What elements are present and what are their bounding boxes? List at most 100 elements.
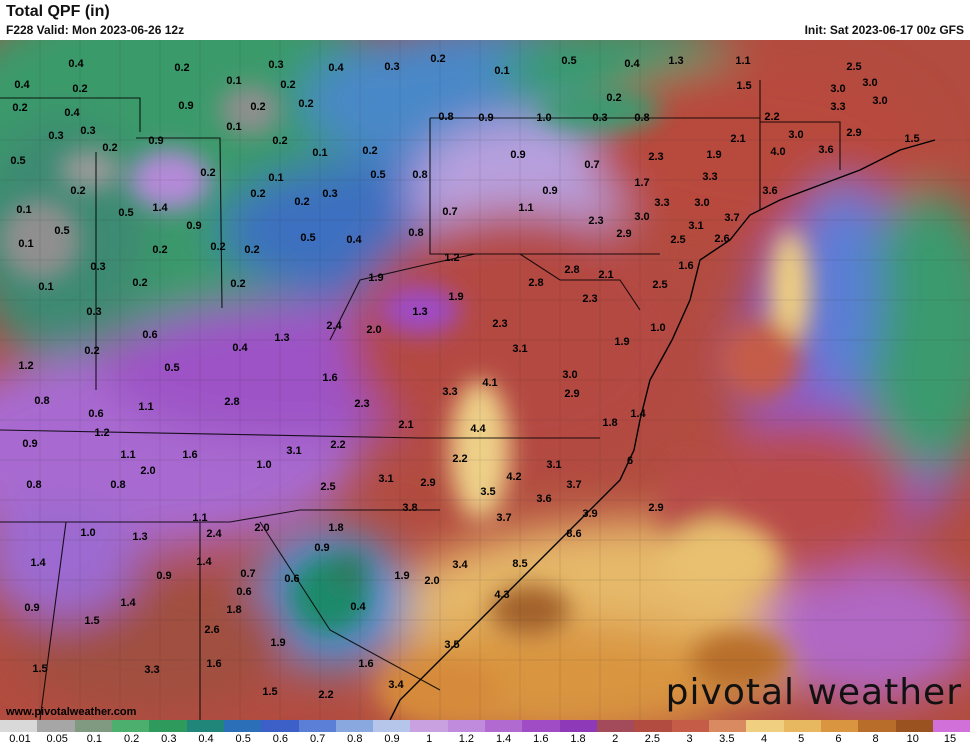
- legend-tick: 2: [612, 733, 619, 745]
- map-canvas: 0.4 0.2 0.3 0.4 0.3 0.2 0.1 0.5 0.4 1.3 1.1 2.5 0.4 0…: [0, 40, 970, 720]
- qpf-value-label: 0.3: [268, 59, 283, 71]
- qpf-value-label: 0.1: [226, 121, 241, 133]
- qpf-value-label: 1.4: [30, 557, 46, 569]
- qpf-value-label: 0.8: [412, 169, 427, 181]
- qpf-value-label: 1.4: [152, 202, 168, 214]
- qpf-value-label: 2.6: [714, 233, 729, 245]
- qpf-value-label: 0.9: [478, 112, 493, 124]
- qpf-value-label: 0.1: [38, 281, 53, 293]
- qpf-value-label: 0.2: [70, 185, 85, 197]
- qpf-value-label: 1.9: [394, 570, 409, 582]
- qpf-value-label: 0.2: [200, 167, 215, 179]
- legend-swatch: [708, 720, 747, 732]
- qpf-value-label: 1.1: [138, 401, 153, 413]
- qpf-value-label: 2.3: [588, 215, 603, 227]
- qpf-value-label: 0.8: [110, 479, 125, 491]
- qpf-value-label: 1.3: [412, 306, 427, 318]
- legend-swatch: [522, 720, 560, 732]
- qpf-value-label: 3.6: [818, 144, 833, 156]
- qpf-value-label: 1.5: [84, 615, 99, 627]
- qpf-value-label: 3.3: [144, 664, 159, 676]
- header-bar: Total QPF (in) F228 Valid: Mon 2023-06-2…: [0, 0, 970, 40]
- qpf-value-label: 3.1: [688, 220, 703, 232]
- legend-swatch: [186, 720, 224, 732]
- qpf-value-label: 0.4: [14, 79, 30, 91]
- qpf-value-label: 0.4: [64, 107, 80, 119]
- legend-tick: 3.5: [719, 733, 735, 745]
- qpf-value-label: 2.8: [528, 277, 543, 289]
- qpf-value-label: 1.4: [196, 556, 212, 568]
- qpf-value-label: 1.9: [368, 272, 383, 284]
- qpf-value-label: 1.6: [358, 658, 373, 670]
- qpf-value-label: 0.2: [250, 101, 265, 113]
- qpf-value-label: 3.1: [512, 343, 527, 355]
- qpf-value-label: 0.3: [86, 306, 101, 318]
- qpf-value-label: 0.2: [72, 83, 87, 95]
- qpf-value-label: 3.5: [480, 486, 495, 498]
- qpf-value-label: 0.2: [12, 102, 27, 114]
- legend-swatch: [373, 720, 411, 732]
- qpf-value-label: 1.9: [614, 336, 629, 348]
- qpf-value-label: 0.2: [210, 241, 225, 253]
- qpf-value-label: 0.2: [606, 92, 621, 104]
- qpf-value-label: 0.5: [561, 55, 576, 67]
- qpf-value-label: 3.9: [582, 508, 597, 520]
- qpf-value-label: 3.6: [536, 493, 551, 505]
- qpf-value-label: 1.0: [650, 322, 665, 334]
- qpf-value-label: 1.8: [226, 604, 241, 616]
- qpf-value-label: 0.9: [178, 100, 193, 112]
- qpf-value-label: 3.0: [872, 95, 887, 107]
- qpf-value-label: 3.3: [442, 386, 457, 398]
- qpf-value-label: 3.3: [830, 101, 845, 113]
- legend-swatch: [634, 720, 672, 732]
- init-time: Init: Sat 2023-06-17 00z GFS: [804, 23, 964, 37]
- qpf-value-label: 3.0: [862, 77, 877, 89]
- qpf-value-label: 4.1: [482, 377, 497, 389]
- qpf-value-label: 3.0: [830, 83, 845, 95]
- qpf-value-label: 0.2: [174, 62, 189, 74]
- qpf-value-label: 2.4: [206, 528, 222, 540]
- qpf-value-label: 1.9: [448, 291, 463, 303]
- qpf-value-label: 0.9: [148, 135, 163, 147]
- qpf-value-label: 1.6: [206, 658, 221, 670]
- qpf-value-label: 0.3: [322, 188, 337, 200]
- qpf-value-label: 2.1: [398, 419, 413, 431]
- qpf-value-label: 3.1: [546, 459, 561, 471]
- qpf-value-label: 2.3: [354, 398, 369, 410]
- qpf-value-label: 1.3: [132, 531, 147, 543]
- qpf-value-label: 2.2: [452, 453, 467, 465]
- qpf-value-label: 0.2: [244, 244, 259, 256]
- qpf-value-label: 2.6: [204, 624, 219, 636]
- qpf-value-label: 0.5: [164, 362, 179, 374]
- qpf-value-label: 0.4: [624, 58, 640, 70]
- legend-swatch: [298, 720, 336, 732]
- county-grid: [0, 40, 970, 720]
- qpf-value-label: 1.2: [94, 427, 109, 439]
- qpf-value-label: 2.5: [670, 234, 685, 246]
- qpf-value-label: 2.1: [598, 269, 613, 281]
- qpf-value-label: 3.7: [724, 212, 739, 224]
- qpf-value-label: 1.3: [668, 55, 683, 67]
- qpf-value-label: 0.6: [88, 408, 103, 420]
- qpf-value-label: 0.4: [328, 62, 344, 74]
- qpf-value-label: 3.1: [378, 473, 393, 485]
- legend-swatch: [485, 720, 523, 732]
- qpf-value-label: 2.3: [582, 293, 597, 305]
- qpf-value-label: 2.8: [564, 264, 579, 276]
- qpf-value-label: 0.5: [300, 232, 315, 244]
- precip-map[interactable]: 0.4 0.2 0.3 0.4 0.3 0.2 0.1 0.5 0.4 1.3 1.1 2.5 0.4 0…: [0, 40, 970, 720]
- legend-swatch: [335, 720, 374, 732]
- legend-tick: 0.3: [161, 733, 177, 745]
- qpf-value-label: 1.2: [18, 360, 33, 372]
- qpf-value-label: 0.4: [232, 342, 248, 354]
- qpf-value-label: 3.3: [654, 197, 669, 209]
- qpf-value-label: 2.9: [846, 127, 861, 139]
- legend-swatch: [895, 720, 933, 732]
- legend-tick: 15: [943, 733, 957, 745]
- legend-tick: 0.01: [9, 733, 31, 745]
- qpf-value-label: 4.2: [506, 471, 521, 483]
- qpf-value-label: 0.9: [24, 602, 39, 614]
- qpf-value-label: 2.9: [420, 477, 435, 489]
- state-borders: [0, 80, 841, 720]
- legend-tick: 10: [906, 733, 919, 745]
